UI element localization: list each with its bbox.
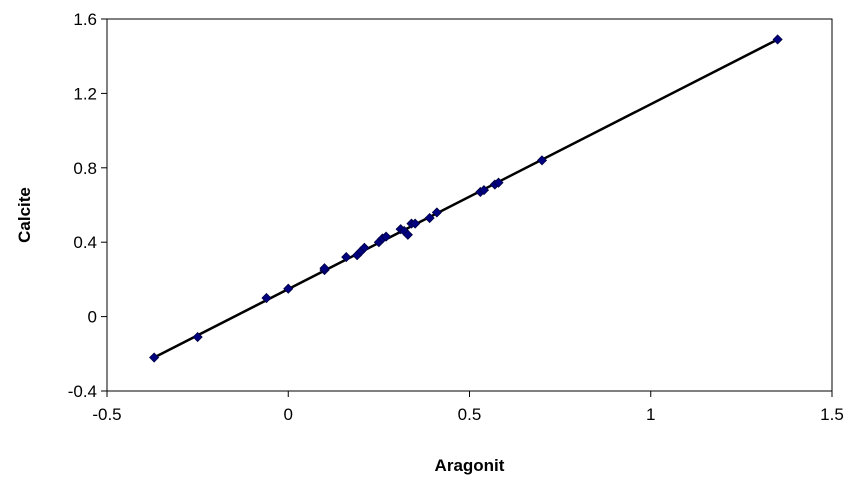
data-point (149, 352, 160, 363)
data-point (261, 292, 272, 304)
x-tick-label: 0.5 (458, 405, 482, 424)
data-point (431, 207, 442, 218)
data-point (192, 331, 203, 343)
y-tick-label: -0.4 (68, 382, 97, 401)
y-tick-label: 0.8 (73, 159, 97, 178)
trendline (153, 38, 779, 359)
plot-border (106, 18, 833, 392)
y-tick-label: 1.2 (73, 84, 97, 103)
data-point (283, 283, 294, 294)
y-tick-label: 1.6 (73, 10, 97, 29)
x-axis-title: Aragonit (435, 456, 505, 475)
data-point (319, 263, 330, 274)
x-tick-label: -0.5 (92, 405, 121, 424)
data-point (478, 185, 490, 196)
data-point (402, 229, 413, 240)
x-tick-label: 0 (284, 405, 293, 424)
data-point (536, 155, 548, 166)
x-tick-label: 1 (646, 405, 655, 424)
y-axis-title: Calcite (15, 187, 34, 243)
data-point (772, 34, 783, 45)
data-point (359, 242, 370, 253)
data-point (424, 212, 435, 224)
data-point (341, 252, 352, 263)
data-point (381, 231, 392, 242)
data-point (493, 177, 504, 188)
y-tick-label: 0.4 (73, 233, 97, 252)
y-tick-label: 0 (88, 308, 97, 327)
plot-area: -0.5 0 0.5 1 1.5 -0.4 0 0.4 0.8 1.2 1.6 Aragonit Cal… (15, 10, 844, 475)
x-tick-label: 1.5 (820, 405, 844, 424)
data-point (410, 218, 421, 229)
